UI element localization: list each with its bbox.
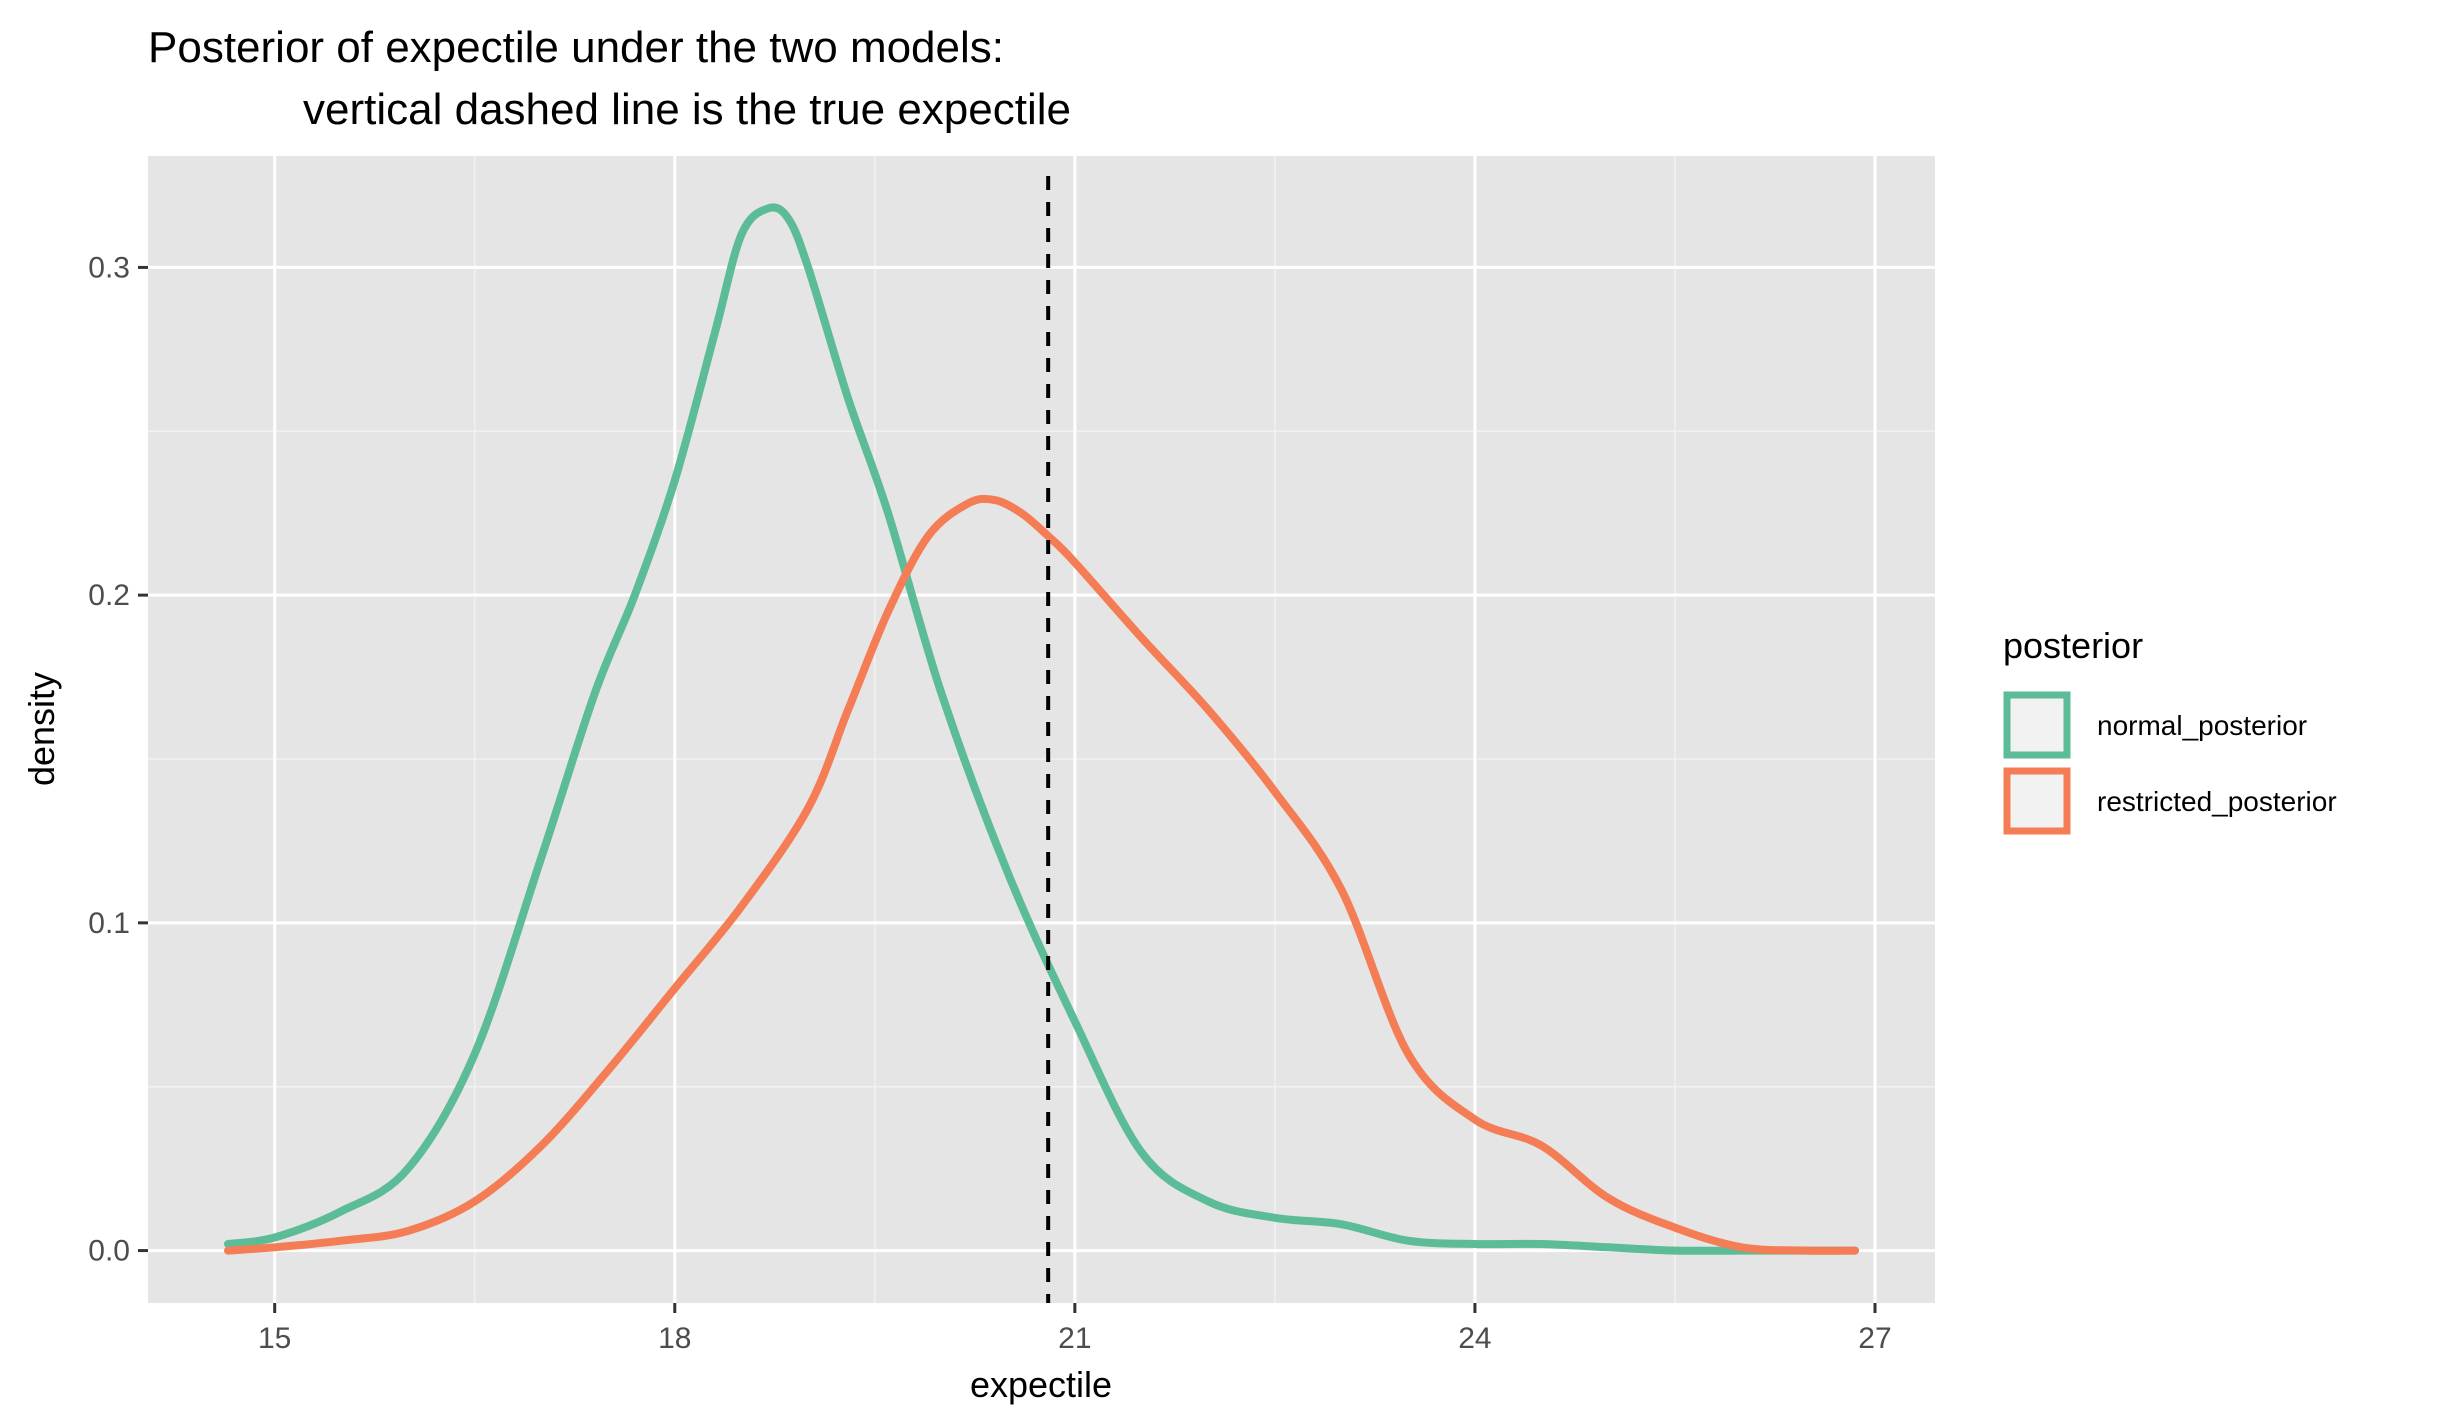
x-tick-label: 21 [1058,1322,1091,1355]
legend: posterior normal_posterior restricted_pos… [2003,625,2337,835]
y-axis-title: density [21,672,62,786]
chart-title: Posterior of expectile under the two mod… [148,23,1004,72]
x-tick-label: 27 [1858,1322,1891,1355]
legend-title: posterior [2003,625,2143,666]
x-tick-label: 18 [658,1322,691,1355]
legend-key-normal_posterior [2003,691,2071,759]
y-axis: 0.0 0.1 0.2 0.3 [88,251,148,1268]
grid-minor [148,156,1935,1303]
series-line-restricted_posterior [224,494,1859,1255]
y-tick-label: 0.2 [88,579,130,612]
series-lines [224,203,1859,1255]
legend-label-restricted_posterior: restricted_posterior [2097,786,2337,817]
series-line-normal_posterior [224,203,1859,1255]
legend-key-restricted_posterior [2003,767,2071,835]
x-axis: 15 18 21 24 27 [258,1303,1892,1355]
legend-label-normal_posterior: normal_posterior [2097,710,2307,741]
y-tick-label: 0.3 [88,251,130,284]
chart-subtitle: vertical dashed line is the true expecti… [303,85,1071,134]
legend-items: normal_posterior restricted_posterior [2003,691,2337,835]
y-tick-label: 0.0 [88,1235,130,1268]
x-axis-title: expectile [970,1364,1112,1405]
x-tick-label: 15 [258,1322,291,1355]
y-tick-label: 0.1 [88,907,130,940]
x-tick-label: 24 [1458,1322,1491,1355]
plot-panel [148,156,1935,1303]
